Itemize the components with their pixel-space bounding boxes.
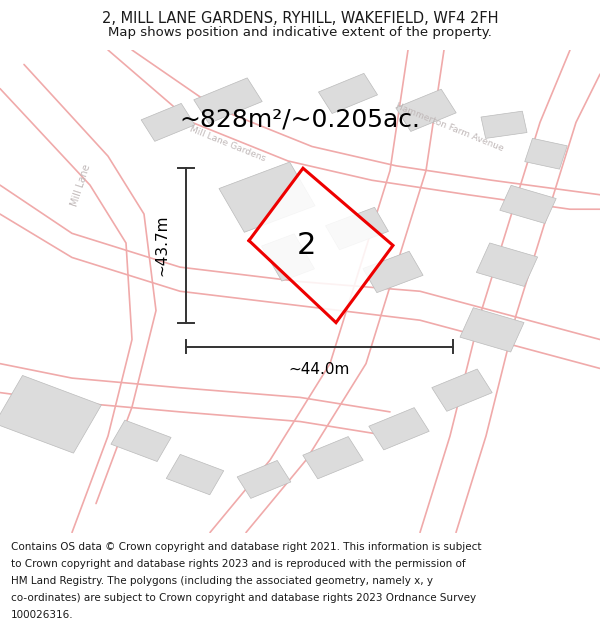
Text: Mill Lane Gardens: Mill Lane Gardens xyxy=(189,125,267,164)
Bar xyxy=(396,89,456,131)
Bar xyxy=(369,408,429,450)
Bar xyxy=(363,251,423,292)
Bar xyxy=(0,376,101,453)
Bar xyxy=(219,162,315,232)
Bar xyxy=(525,138,567,169)
Bar xyxy=(319,73,377,114)
Text: HM Land Registry. The polygons (including the associated geometry, namely x, y: HM Land Registry. The polygons (includin… xyxy=(11,576,433,586)
Text: co-ordinates) are subject to Crown copyright and database rights 2023 Ordnance S: co-ordinates) are subject to Crown copyr… xyxy=(11,593,476,603)
Bar xyxy=(237,461,291,498)
Bar xyxy=(476,243,538,286)
Bar xyxy=(303,437,363,479)
Text: 2: 2 xyxy=(296,231,316,260)
Polygon shape xyxy=(249,168,393,322)
Text: ~828m²/~0.205ac.: ~828m²/~0.205ac. xyxy=(179,108,421,132)
Bar xyxy=(262,234,314,281)
Bar xyxy=(111,420,171,461)
Text: Hammerton Farm Avenue: Hammerton Farm Avenue xyxy=(395,101,505,153)
Text: ~44.0m: ~44.0m xyxy=(289,362,350,378)
Text: Contains OS data © Crown copyright and database right 2021. This information is : Contains OS data © Crown copyright and d… xyxy=(11,542,481,552)
Text: Map shows position and indicative extent of the property.: Map shows position and indicative extent… xyxy=(108,26,492,39)
Bar xyxy=(432,369,492,411)
Text: Mill Lane: Mill Lane xyxy=(70,162,92,208)
Bar xyxy=(194,78,262,124)
Bar xyxy=(481,111,527,138)
Bar xyxy=(460,308,524,352)
Text: ~43.7m: ~43.7m xyxy=(155,214,170,276)
Text: 2, MILL LANE GARDENS, RYHILL, WAKEFIELD, WF4 2FH: 2, MILL LANE GARDENS, RYHILL, WAKEFIELD,… xyxy=(102,11,498,26)
Bar xyxy=(326,208,388,250)
Bar xyxy=(500,186,556,224)
Bar xyxy=(141,103,195,141)
Text: to Crown copyright and database rights 2023 and is reproduced with the permissio: to Crown copyright and database rights 2… xyxy=(11,559,466,569)
Text: 100026316.: 100026316. xyxy=(11,610,73,620)
Bar xyxy=(166,454,224,495)
